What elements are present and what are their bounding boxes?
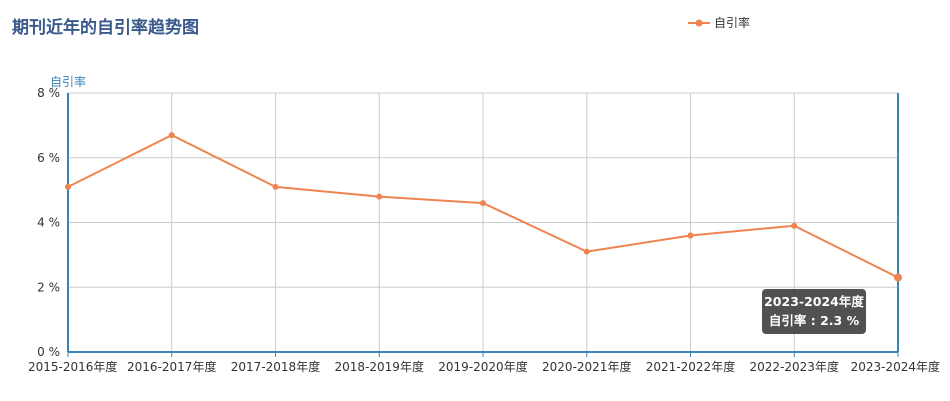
tooltip: 2023-2024年度 自引率 : 2.3 %	[762, 289, 866, 334]
data-point	[583, 248, 590, 255]
data-point	[791, 222, 798, 229]
x-tick-label: 2015-2016年度	[28, 359, 117, 374]
x-tick-label: 2017-2018年度	[231, 359, 320, 374]
x-tick-label: 2023-2024年度	[851, 359, 940, 374]
data-point	[272, 183, 279, 190]
x-tick-label: 2016-2017年度	[127, 359, 216, 374]
x-tick-label: 2019-2020年度	[438, 359, 527, 374]
y-tick-label: 2 %	[37, 280, 60, 294]
data-point	[376, 193, 383, 200]
data-point	[687, 232, 694, 239]
x-tick-label: 2022-2023年度	[750, 359, 839, 374]
x-tick-label: 2020-2021年度	[542, 359, 631, 374]
tooltip-value: 自引率 : 2.3 %	[768, 313, 860, 328]
y-tick-label: 0 %	[37, 345, 60, 359]
tooltip-header: 2023-2024年度	[764, 294, 864, 309]
data-point	[894, 273, 902, 282]
legend-line-icon	[688, 19, 710, 26]
data-point	[480, 200, 486, 207]
y-axis-name: 自引率	[50, 75, 87, 89]
legend[interactable]: 自引率	[688, 14, 750, 31]
data-point	[168, 132, 175, 139]
x-tick-label: 2021-2022年度	[646, 359, 735, 374]
legend-label: 自引率	[714, 16, 751, 30]
data-point	[65, 183, 71, 190]
y-tick-label: 4 %	[37, 216, 60, 230]
y-tick-label: 6 %	[37, 151, 60, 165]
chart-title: 期刊近年的自引率趋势图	[12, 18, 199, 38]
x-tick-label: 2018-2019年度	[335, 359, 424, 374]
y-tick-label: 8 %	[37, 86, 60, 100]
